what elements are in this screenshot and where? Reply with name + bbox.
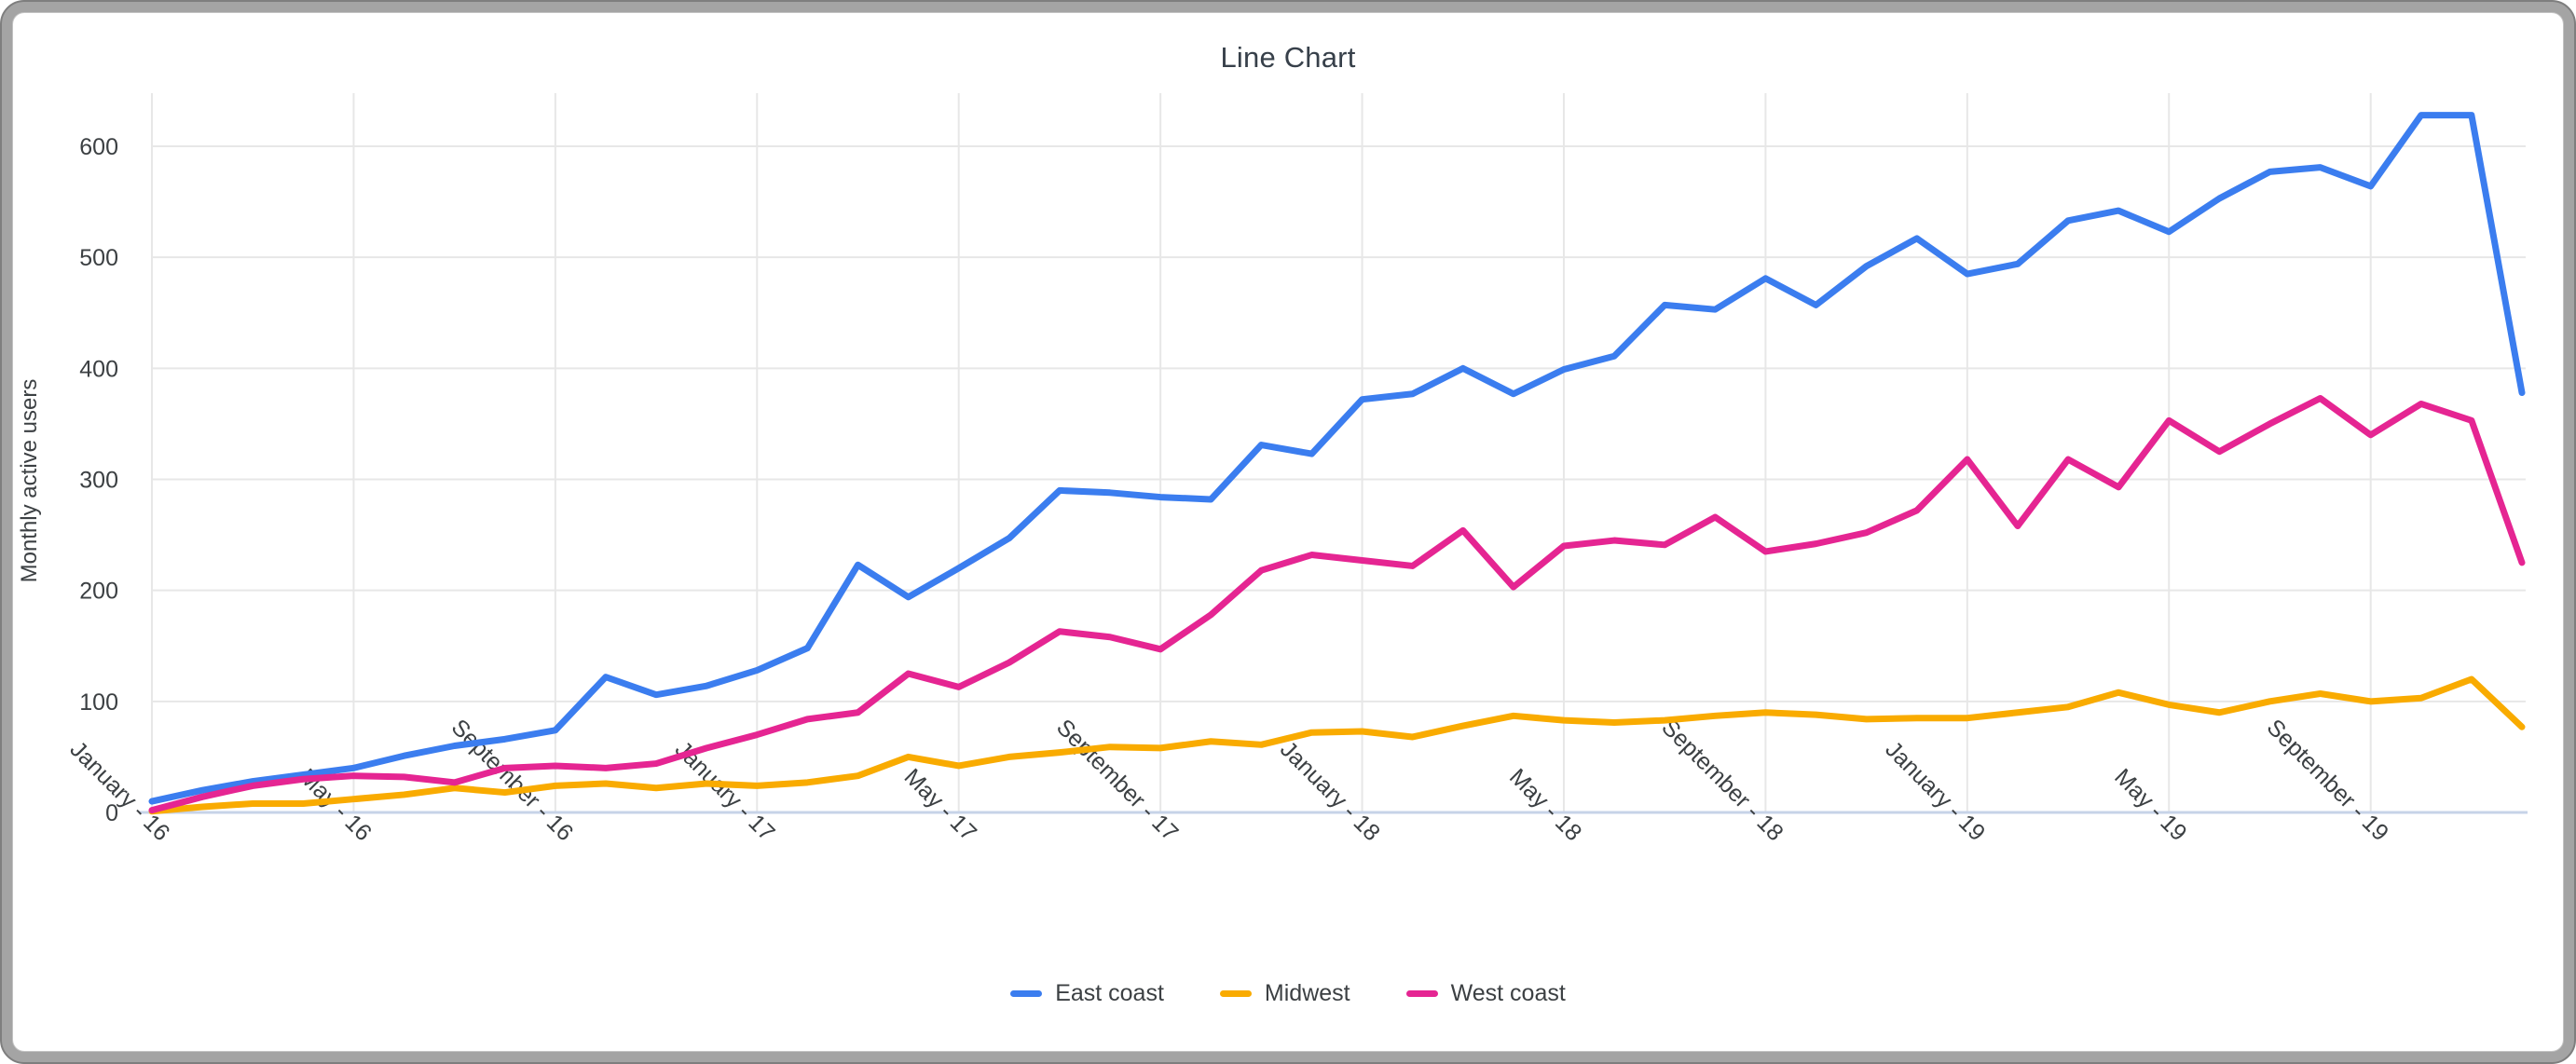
legend-label: West coast <box>1450 980 1566 1006</box>
y-tick-label: 100 <box>79 689 118 716</box>
x-tick-label: September - 17 <box>1051 715 1184 847</box>
y-tick-label: 200 <box>79 579 118 605</box>
y-tick-label: 600 <box>79 134 118 160</box>
legend-label: Midwest <box>1264 980 1350 1006</box>
x-tick-label: January - 19 <box>1880 736 1990 846</box>
legend-item-midwest[interactable]: Midwest <box>1219 980 1350 1007</box>
series-line-midwest <box>148 675 2526 815</box>
x-tick-label: January - 18 <box>1275 736 1385 846</box>
y-tick-label: 300 <box>79 468 118 494</box>
chart-title: Line Chart <box>1220 41 1356 74</box>
west-coast-swatch-icon <box>1405 990 1438 997</box>
midwest-swatch-icon <box>1219 990 1252 997</box>
y-tick-label: 400 <box>79 356 118 382</box>
legend-item-west-coast[interactable]: West coast <box>1405 980 1566 1007</box>
legend-item-east-coast[interactable]: East coast <box>1010 980 1164 1007</box>
series-line-west-coast <box>148 395 2526 814</box>
y-tick-label: 500 <box>79 245 118 271</box>
x-tick-label: September - 18 <box>1656 715 1788 847</box>
east-coast-swatch-icon <box>1010 990 1043 997</box>
x-tick-label: January - 16 <box>64 736 174 846</box>
series-line-east-coast <box>148 112 2526 805</box>
legend: East coast Midwest West coast <box>13 980 2563 1007</box>
chart-card: Line Chart Monthly active users 0 100 200 3… <box>13 13 2563 1051</box>
x-tick-label: May - 19 <box>2109 764 2192 847</box>
x-tick-label: September - 19 <box>2262 715 2394 847</box>
y-tick-label: 0 <box>105 800 118 826</box>
legend-label: East coast <box>1055 980 1164 1006</box>
x-tick-label: May - 18 <box>1504 764 1587 847</box>
x-tick-label: May - 17 <box>899 764 982 847</box>
